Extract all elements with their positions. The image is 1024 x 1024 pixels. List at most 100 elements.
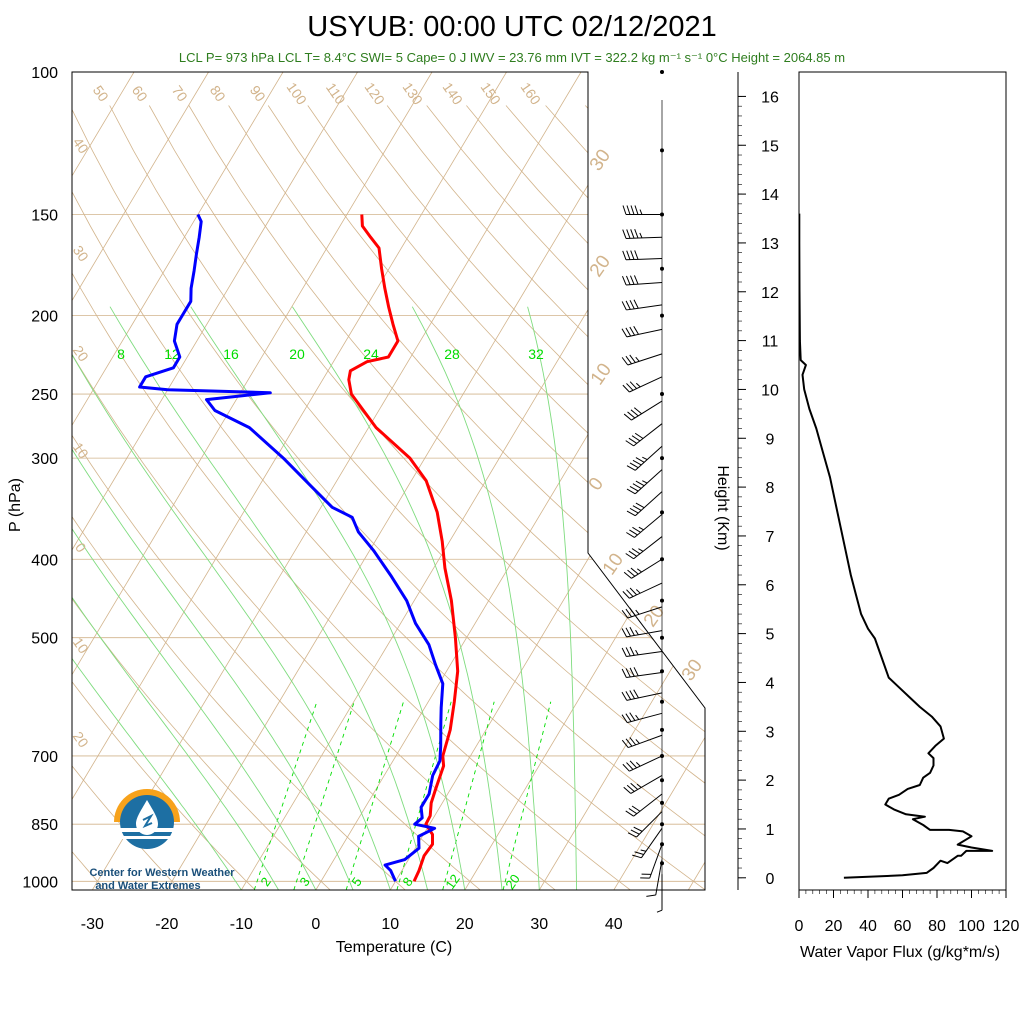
wind-barb-shaft	[626, 692, 663, 701]
wind-barb-feather	[627, 569, 636, 577]
mixing-ratio-label: 28	[444, 346, 460, 362]
level-dot	[660, 313, 664, 318]
wind-barb-feather	[625, 553, 634, 560]
wind-barb	[625, 536, 663, 560]
wind-barb-feather	[634, 250, 639, 260]
wind-barb-feather	[626, 465, 636, 471]
skewt-line-labels: 50 60 70 80 90 100 110 120 130 140 150 160403020100…	[70, 79, 707, 892]
height-tick-label: 16	[761, 89, 779, 106]
isotherm-label: 60	[129, 82, 151, 104]
wind-barb-shaft	[633, 536, 663, 560]
wind-barb-feather	[629, 760, 637, 769]
dry-adiabat-line	[109, 105, 705, 784]
x-tick-label: -30	[81, 916, 104, 933]
x-tick-label: 40	[605, 916, 623, 933]
level-dot	[660, 778, 664, 783]
wind-barb-feather	[635, 457, 645, 463]
moist-adiabat-line	[109, 306, 429, 890]
frame-mask	[588, 72, 705, 708]
wind-barb-feather	[627, 411, 636, 419]
dry-adiabat-label: 20	[70, 728, 92, 750]
wind-barb-shaft	[630, 775, 663, 794]
wind-barb-feather	[632, 505, 642, 511]
wind-barb-feather	[625, 275, 631, 285]
mixing-ratio-label: 20	[289, 346, 305, 362]
wind-barb-feather	[626, 488, 636, 495]
isotherm-line	[464, 487, 705, 890]
isotherm-line	[763, 72, 1024, 890]
flux-line	[799, 213, 994, 879]
wind-barb-half-feather	[656, 909, 663, 913]
wind-barb-feather	[626, 250, 631, 260]
wind-barb-feather	[622, 205, 627, 215]
wind-barb-feather	[633, 689, 639, 699]
wind-barb	[621, 712, 663, 724]
wind-barb-feather	[621, 301, 627, 311]
wind-barb-half-feather	[635, 629, 639, 636]
flux-x-tick-label: 40	[859, 918, 877, 935]
wind-barb-feather	[626, 229, 631, 239]
wind-barb	[622, 205, 662, 216]
wind-barb-feather	[629, 667, 635, 677]
wind-barb	[621, 667, 663, 678]
wind-barb-feather	[630, 205, 635, 215]
wind-barb	[621, 626, 663, 638]
flux-x-tick-label: 0	[795, 918, 804, 935]
wind-barb-feather	[625, 608, 632, 618]
y-tick-label: 100	[31, 65, 58, 82]
flux-x-tick-label: 80	[928, 918, 946, 935]
wind-barb-feather	[621, 668, 627, 678]
wind-barb	[625, 423, 663, 447]
dry-adiabat-line	[72, 272, 631, 890]
wind-barb-half-feather	[639, 209, 643, 215]
wind-barb-feather	[625, 355, 632, 365]
wind-barb-feather	[631, 548, 641, 555]
wind-barb-feather	[625, 627, 631, 637]
wind-barb-feather	[621, 739, 629, 748]
x-tick-label: 20	[456, 916, 474, 933]
wind-barb-half-feather	[635, 649, 639, 656]
y-tick-label: 850	[31, 817, 58, 834]
moist-adiabat-line	[292, 306, 503, 890]
isotherm-label: 110	[323, 80, 349, 108]
wind-barb	[621, 353, 663, 366]
wind-barb-feather	[626, 510, 636, 517]
wind-barb-feather	[629, 690, 636, 699]
wind-barb-feather	[646, 894, 656, 897]
wind-barb	[622, 376, 663, 393]
wind-barb	[623, 775, 663, 794]
dry-adiabat-line	[148, 105, 705, 733]
wind-barb-feather	[630, 250, 635, 260]
wind-barb-shaft	[634, 445, 663, 471]
wind-barb-feather	[630, 409, 639, 417]
wind-barb-feather	[629, 626, 635, 636]
y-tick-label: 400	[31, 552, 58, 569]
dewpoint-line	[138, 213, 445, 882]
wind-barb-feather	[629, 485, 639, 492]
level-dot	[660, 70, 664, 74]
wind-barb-feather	[635, 502, 645, 509]
wind-barb-shaft	[626, 236, 663, 239]
wind-barb-shaft	[629, 582, 663, 599]
wind-barb	[623, 400, 663, 421]
height-tick-label: 5	[766, 627, 775, 644]
wind-barb-shaft	[626, 258, 663, 261]
wind-barb-half-feather	[635, 714, 640, 720]
wind-barb-feather	[633, 299, 639, 309]
wind-barb-feather	[632, 483, 642, 489]
dry-adiabat-line	[72, 434, 481, 890]
moist-adiabat-line	[527, 306, 578, 890]
flux-y-axis-label: Height (Km)	[714, 465, 731, 550]
wind-barb-feather	[630, 567, 639, 575]
wind-barb	[623, 558, 663, 579]
dry-adiabat-line	[386, 105, 705, 446]
wind-barb-feather	[625, 440, 634, 447]
height-tick-label: 12	[761, 285, 779, 302]
wind-barb-shaft	[633, 793, 663, 817]
dry-adiabat-label: 0	[72, 540, 90, 556]
wind-barb-half-feather	[637, 568, 642, 573]
wind-barb-half-feather	[636, 783, 642, 788]
wind-barb	[621, 734, 663, 749]
wind-barb-feather	[629, 300, 635, 310]
mixing-ratio-line	[253, 701, 318, 890]
